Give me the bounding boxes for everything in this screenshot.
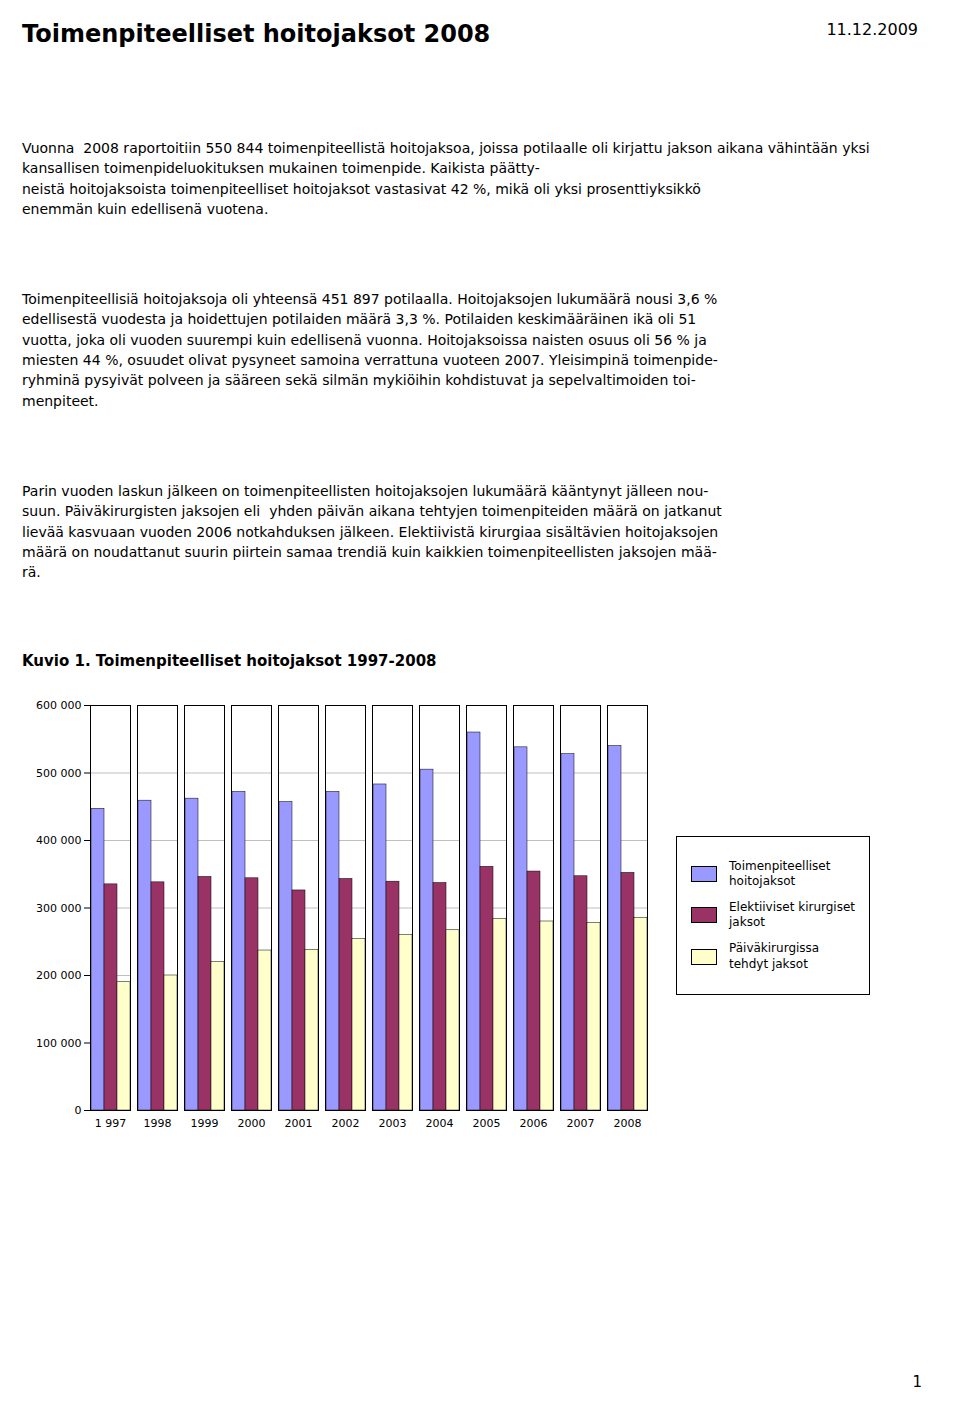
svg-text:100 000: 100 000 [36, 1037, 82, 1050]
html-text:Kuvio 1. Toimenpiteelliset hoi: Kuvio 1. Toimenpiteelliset hoitojaksot 1… [22, 652, 437, 671]
html-text:11.12.2009: 11.12.2009 [826, 20, 918, 39]
svg-text:2005: 2005 [473, 1118, 501, 1131]
html-text:Elektiiviset kirurgiset jaksot: Elektiiviset kirurgiset jaksot [729, 899, 855, 930]
svg-text:1999: 1999 [191, 1118, 219, 1131]
html-text:Toimenpiteellisiä hoitojaksoja: Toimenpiteellisiä hoitojaksoja oli yhtee… [22, 291, 718, 409]
svg-text:2004: 2004 [426, 1118, 454, 1131]
svg-text:2000: 2000 [238, 1118, 266, 1131]
svg-text:1 997: 1 997 [95, 1118, 127, 1131]
html-text:Parin vuoden laskun jälkeen on: Parin vuoden laskun jälkeen on toimenpit… [22, 483, 722, 581]
svg-text:300 000: 300 000 [36, 902, 82, 915]
svg-text:500 000: 500 000 [36, 767, 82, 780]
html-text:Toimenpiteelliset hoitojaksot: Toimenpiteelliset hoitojaksot [729, 858, 831, 889]
svg-text:600 000: 600 000 [36, 699, 82, 712]
html-text:1: 1 [912, 1373, 922, 1391]
html-text:Vuonna 2008 raportoitiin 550 8: Vuonna 2008 raportoitiin 550 844 toimenp… [22, 140, 875, 217]
svg-text:2001: 2001 [285, 1118, 313, 1131]
svg-text:1998: 1998 [144, 1118, 172, 1131]
svg-text:2006: 2006 [520, 1118, 548, 1131]
svg-text:400 000: 400 000 [36, 834, 82, 847]
svg-text:2003: 2003 [379, 1118, 407, 1131]
svg-text:2008: 2008 [614, 1118, 642, 1131]
svg-text:2002: 2002 [332, 1118, 360, 1131]
html-text:Toimenpiteelliset hoitojaksot: Toimenpiteelliset hoitojaksot 2008 [22, 20, 491, 48]
html-text:Päiväkirurgissa tehdyt jaksot: Päiväkirurgissa tehdyt jaksot [729, 941, 820, 971]
svg-text:2007: 2007 [567, 1118, 595, 1131]
svg-text:0: 0 [75, 1104, 82, 1117]
svg-text:200 000: 200 000 [36, 969, 82, 982]
